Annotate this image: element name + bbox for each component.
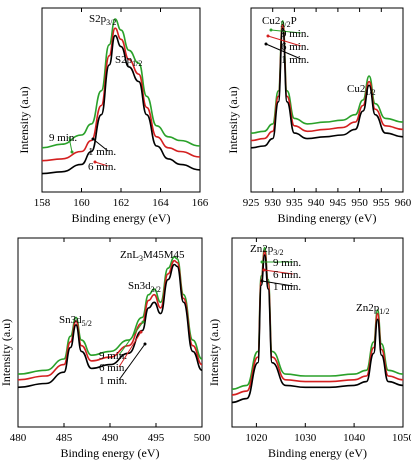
peak-label: Zn2p1/2 xyxy=(356,302,389,316)
series-annotation: 1 min. xyxy=(273,281,301,293)
y-axis-label: Intensity (a.u) xyxy=(207,319,221,386)
y-axis-label: Intensity (a.u) xyxy=(0,319,13,386)
x-tick-label: 950 xyxy=(351,197,368,209)
series-annotation: 6 min. xyxy=(281,41,309,53)
arrow-head xyxy=(262,268,266,272)
annotation-arrow xyxy=(68,136,73,153)
x-tick-label: 955 xyxy=(373,197,390,209)
arrow-head xyxy=(143,342,147,346)
annotation-arrow xyxy=(118,343,146,381)
x-tick-label: 160 xyxy=(73,197,90,209)
chart-panel-1: 158 160 162 164 166 Binding energy (eV) Intens… xyxy=(17,7,209,225)
x-tick-label: 485 xyxy=(56,432,73,444)
annotation-arrow xyxy=(270,29,302,34)
peak-label: Sn3d3/2 xyxy=(128,280,161,294)
series-line-9min xyxy=(41,18,201,149)
y-axis-label: Intensity (a.u) xyxy=(17,86,31,153)
x-tick-label: 166 xyxy=(192,197,209,209)
arrow-head xyxy=(264,42,268,46)
arrow-head xyxy=(269,28,273,32)
x-tick-label: 480 xyxy=(10,432,27,444)
annotation-arrow xyxy=(261,280,294,287)
arrow-head xyxy=(70,150,74,154)
series-annotation: 9 min. xyxy=(281,28,309,40)
y-axis-label: Intensity (a.u) xyxy=(226,86,240,153)
series-annotation: 6 min. xyxy=(88,161,116,173)
x-axis-label: Binding energy (eV) xyxy=(277,211,376,225)
series-annotation: 6 min. xyxy=(273,269,301,281)
annotation-arrow xyxy=(267,35,302,47)
x-tick-label: 158 xyxy=(34,197,51,209)
series-annotation: 6 min. xyxy=(99,362,127,374)
x-axis-label: Binding energy (eV) xyxy=(71,211,170,225)
series-annotation: 9 min. xyxy=(49,132,77,144)
arrow-head xyxy=(91,137,95,141)
chart-panel-4: 1020 1030 1040 1050 Binding energy (eV) Inten… xyxy=(207,237,411,460)
peak-label: S2p1/2 xyxy=(115,54,142,68)
x-axis-label: Binding energy (eV) xyxy=(268,446,367,460)
arrow-head xyxy=(93,160,97,164)
x-axis-label: Binding energy (eV) xyxy=(60,446,159,460)
peak-label: ZnL3M45M45 xyxy=(120,249,185,263)
peak-label: Cu23/2P xyxy=(262,15,297,29)
peak-label: S2p3/2 xyxy=(89,13,116,27)
x-tick-label: 940 xyxy=(308,197,325,209)
series-line-1min xyxy=(250,27,404,149)
annotation-arrow xyxy=(265,43,302,60)
peak-label: Cu21/2 xyxy=(347,83,376,97)
annotation-arrow xyxy=(92,138,109,152)
peak-label: Zn2p3/2 xyxy=(250,243,283,257)
arrow-head xyxy=(260,279,264,283)
plot-frame xyxy=(41,7,201,193)
chart-panel-2: 925 930 935 940 945 950 955 960 Binding energy (… xyxy=(226,7,411,225)
series-line-6min xyxy=(41,27,201,162)
x-tick-label: 1050 xyxy=(392,432,411,444)
x-tick-label: 960 xyxy=(395,197,411,209)
x-tick-label: 162 xyxy=(113,197,130,209)
x-tick-label: 930 xyxy=(264,197,281,209)
arrow-head xyxy=(266,34,270,38)
arrow-head xyxy=(260,260,264,264)
chart-panel-3: 480 485 490 495 500 Binding energy (eV) Intens… xyxy=(0,237,211,460)
x-tick-label: 490 xyxy=(102,432,119,444)
x-tick-label: 1020 xyxy=(245,432,268,444)
series-line-1min xyxy=(231,254,404,404)
peak-label: Sn3d5/2 xyxy=(59,314,92,328)
x-tick-label: 1040 xyxy=(343,432,366,444)
series-line-9min xyxy=(231,246,404,390)
series-line-9min xyxy=(17,256,203,375)
x-tick-label: 495 xyxy=(148,432,165,444)
series-line-1min xyxy=(17,263,203,389)
x-tick-label: 164 xyxy=(152,197,169,209)
annotation-arrow xyxy=(263,269,294,275)
plot-frame xyxy=(17,237,203,428)
series-annotation: 9 min. xyxy=(99,350,127,362)
series-annotation: 9 min. xyxy=(273,257,301,269)
x-tick-label: 500 xyxy=(194,432,211,444)
x-tick-label: 925 xyxy=(243,197,260,209)
annotation-arrow xyxy=(94,161,109,167)
annotation-arrow xyxy=(118,321,144,356)
arrow-head xyxy=(141,320,145,324)
series-annotation: 1 min. xyxy=(281,54,309,66)
series-annotation: 1 min. xyxy=(99,375,127,387)
x-tick-label: 1030 xyxy=(294,432,317,444)
x-tick-label: 935 xyxy=(286,197,303,209)
series-annotation: 1 min. xyxy=(88,146,116,158)
plot-frame xyxy=(250,7,404,193)
arrow-head xyxy=(139,330,143,334)
series-line-1min xyxy=(41,34,201,175)
plot-frame xyxy=(231,237,404,428)
series-line-6min xyxy=(231,250,404,396)
annotation-arrow xyxy=(118,331,142,368)
x-tick-label: 945 xyxy=(330,197,347,209)
